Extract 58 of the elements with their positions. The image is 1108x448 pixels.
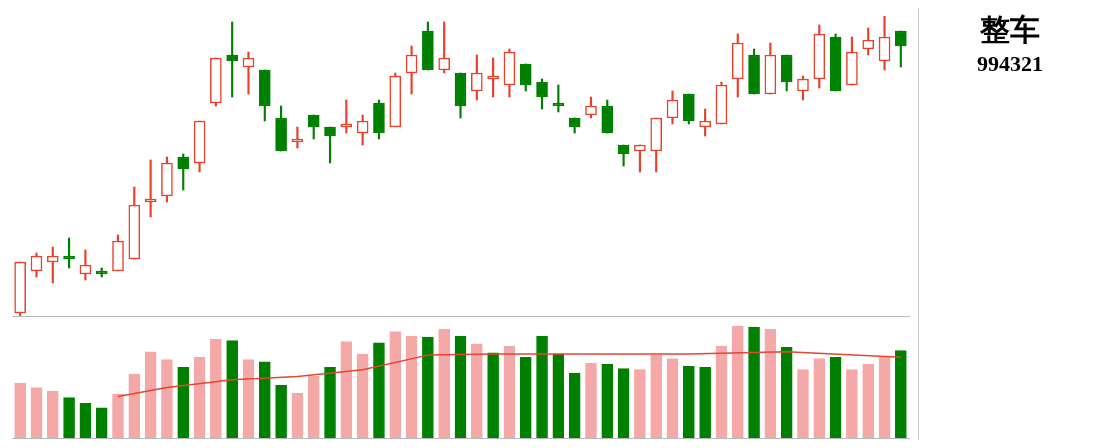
bar: [63, 397, 75, 438]
bar: [699, 367, 711, 438]
bar: [846, 369, 858, 438]
bar: [324, 367, 336, 438]
bar: [128, 373, 141, 438]
bar: [112, 393, 124, 438]
bar: [14, 382, 26, 438]
bar: [536, 335, 548, 438]
bar: [373, 342, 385, 438]
bar: [585, 362, 597, 438]
bar: [601, 363, 614, 438]
bar: [895, 350, 907, 438]
bar: [503, 345, 516, 438]
bar: [634, 369, 646, 438]
bar: [568, 372, 581, 438]
bar: [487, 352, 499, 438]
bar: [438, 329, 451, 438]
bar: [30, 387, 43, 438]
candlestick: [242, 51, 255, 95]
bar: [797, 369, 809, 438]
bar: [405, 335, 418, 438]
bar: [356, 353, 369, 438]
bar: [862, 363, 875, 438]
bar: [731, 326, 744, 438]
bar: [780, 346, 793, 438]
bar: [650, 354, 663, 438]
bar: [829, 357, 842, 438]
bar: [242, 359, 255, 438]
bar: [177, 367, 190, 438]
bar: [193, 357, 206, 438]
bar: [275, 385, 287, 438]
bar: [683, 365, 695, 438]
bar: [144, 351, 157, 438]
bar: [454, 335, 467, 438]
text: 994321: [976, 51, 1044, 77]
bar: [291, 392, 304, 438]
bar: [878, 357, 891, 438]
bar: [210, 339, 222, 438]
bar: [389, 331, 402, 438]
bar: [617, 368, 630, 438]
bar: [715, 345, 728, 438]
bar: [748, 326, 760, 438]
bar: [519, 357, 532, 438]
text: 整车: [979, 11, 1041, 49]
bar: [764, 329, 777, 438]
bar: [258, 361, 271, 438]
bar: [46, 390, 59, 438]
bar: [340, 341, 353, 438]
bar: [470, 343, 483, 438]
bar: [161, 359, 173, 438]
bar: [666, 358, 679, 438]
bar: [307, 376, 320, 438]
bar: [552, 353, 565, 438]
bar: [95, 407, 108, 438]
bar: [813, 358, 826, 438]
bar: [226, 340, 238, 438]
bar: [422, 336, 434, 438]
bar: [79, 402, 92, 438]
